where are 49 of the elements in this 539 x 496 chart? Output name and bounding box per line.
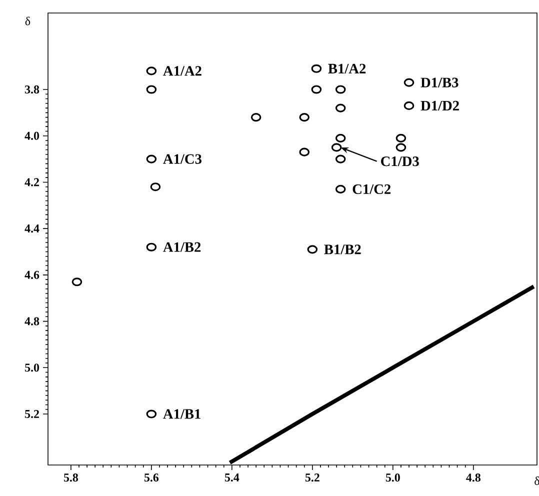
annotation: C1/D3 — [381, 156, 419, 166]
y-tick-label: 5.2 — [25, 410, 39, 418]
y-tick-label: 4.2 — [24, 178, 39, 186]
point — [404, 78, 414, 87]
annotation: A1/C3 — [163, 154, 202, 164]
y-axis-title: δ — [25, 16, 30, 26]
point — [299, 113, 310, 122]
point — [335, 134, 346, 142]
point — [396, 134, 406, 142]
point — [150, 182, 161, 192]
x-axis-title: δ — [534, 476, 539, 485]
point — [307, 245, 318, 254]
point — [331, 143, 342, 152]
point — [146, 154, 157, 164]
x-tick-label: 5.4 — [224, 474, 240, 482]
annotation: A1/A2 — [163, 66, 202, 76]
x-tick-label: 5.2 — [305, 474, 320, 482]
annotation: D1/B3 — [420, 78, 458, 88]
point — [250, 113, 262, 122]
x-tick-label: 5.8 — [64, 474, 78, 482]
y-tick-label: 5.0 — [25, 364, 40, 372]
annotation: D1/D2 — [420, 100, 459, 111]
annotation: A1/B2 — [163, 242, 201, 252]
point — [311, 85, 322, 94]
y-tick-label: 4.0 — [24, 132, 40, 140]
point — [299, 148, 310, 156]
point — [146, 410, 157, 418]
annotation: C1/C2 — [352, 184, 391, 194]
point — [335, 154, 346, 164]
point — [335, 184, 346, 194]
point — [146, 242, 157, 252]
point — [404, 101, 414, 110]
y-tick-label: 4.6 — [24, 270, 40, 279]
point — [311, 64, 322, 73]
y-tick-label: 4.8 — [24, 317, 40, 326]
annotation: B1/B2 — [324, 244, 361, 254]
annotation: A1/B1 — [163, 409, 200, 419]
point — [146, 85, 157, 94]
x-tick-label: 5.6 — [144, 474, 159, 482]
x-tick-label: 4.8 — [466, 474, 480, 482]
point — [396, 143, 406, 152]
point — [335, 85, 346, 94]
y-tick-label: 3.8 — [25, 85, 40, 94]
y-tick-label: 4.4 — [24, 224, 40, 233]
x-tick-label: 5.0 — [386, 474, 400, 482]
annotation: B1/A2 — [328, 64, 366, 74]
point — [72, 278, 82, 286]
point — [146, 66, 157, 76]
point — [335, 104, 346, 112]
